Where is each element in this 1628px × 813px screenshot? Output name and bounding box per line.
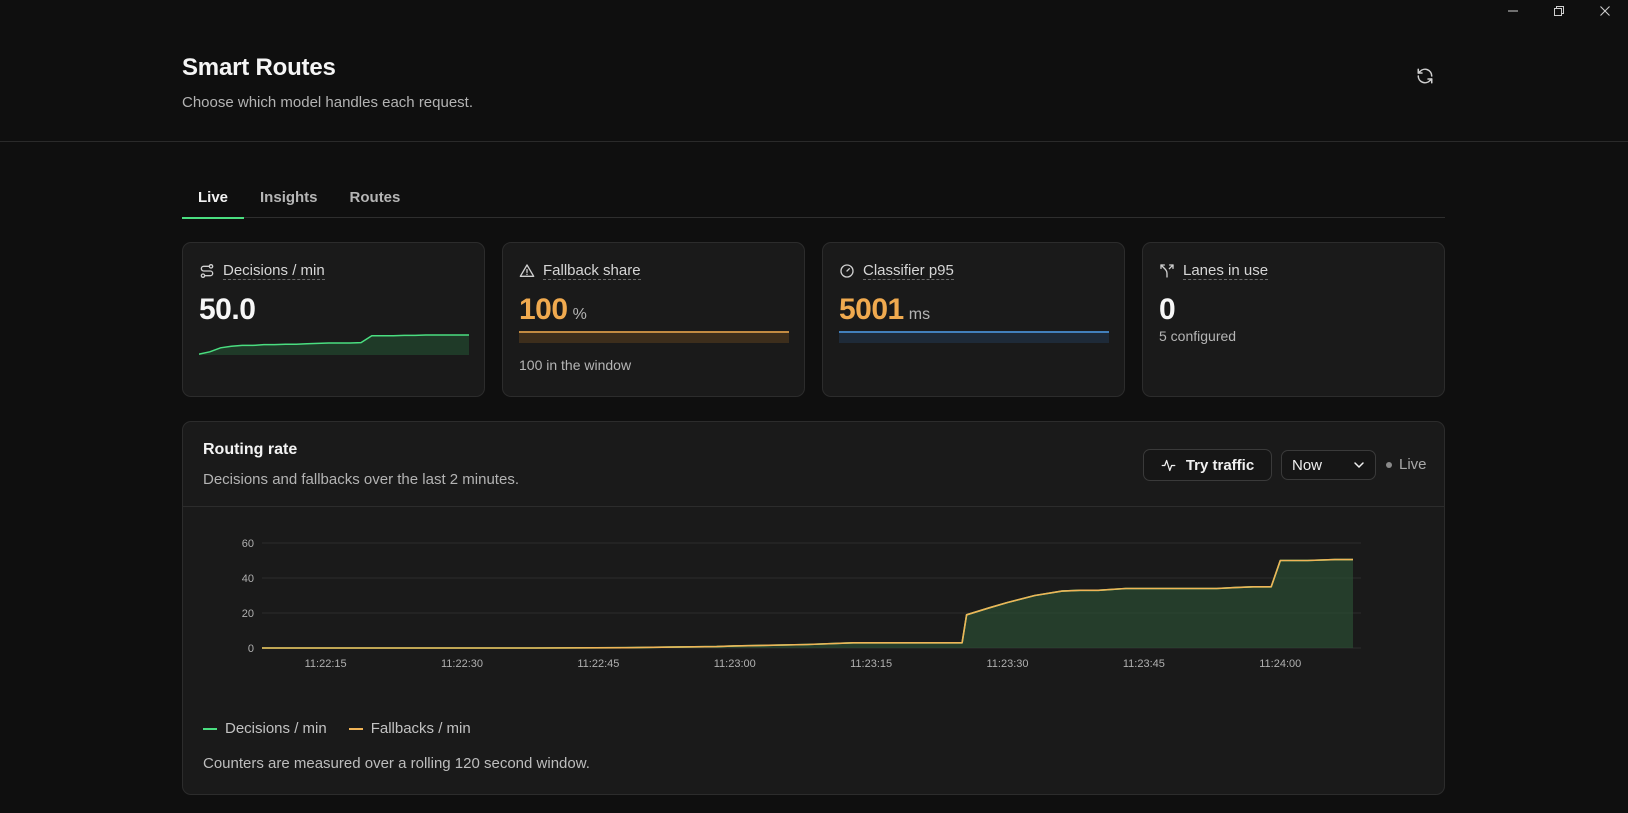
legend-decisions: Decisions / min	[203, 720, 327, 737]
fallback-label[interactable]: Fallback share	[543, 262, 641, 280]
fallback-unit: %	[572, 306, 587, 323]
y-tick-label: 20	[242, 608, 254, 620]
routing-rate-panel: Routing rate Decisions and fallbacks ove…	[182, 421, 1445, 795]
chart-footnote: Counters are measured over a rolling 120…	[203, 755, 590, 772]
page-header: Smart Routes Choose which model handles …	[0, 0, 1628, 142]
x-tick-label: 11:23:30	[987, 658, 1029, 670]
routing-rate-chart: 0 20 40 60 11:22:15 11:22:30 11:22:45 11:23:00 1…	[242, 538, 1361, 670]
x-tick-label: 11:22:15	[305, 658, 347, 670]
try-traffic-label: Try traffic	[1185, 456, 1255, 474]
tab-insights[interactable]: Insights	[260, 188, 318, 206]
chart-subtitle: Decisions and fallbacks over the last 2 …	[203, 471, 519, 488]
close-icon[interactable]	[1582, 0, 1628, 22]
chevron-down-icon	[1354, 462, 1364, 469]
fallback-spark-fill	[519, 331, 789, 343]
warning-icon	[519, 264, 535, 277]
classifier-spark-fill	[839, 331, 1109, 343]
x-tick-label: 11:23:45	[1123, 658, 1165, 670]
fallback-card: Fallback share 100 % 100 in the window	[502, 242, 805, 397]
legend-fallbacks: Fallbacks / min	[348, 720, 471, 737]
chart-title: Routing rate	[203, 441, 298, 458]
lanes-value: 0	[1159, 293, 1176, 326]
tab-live[interactable]: Live	[182, 176, 245, 219]
y-tick-label: 60	[242, 538, 254, 550]
classifier-label[interactable]: Classifier p95	[863, 262, 954, 280]
try-traffic-button[interactable]: Try traffic	[1143, 449, 1272, 481]
y-tick-label: 40	[242, 573, 254, 585]
decisions-sparkline	[199, 334, 469, 355]
classifier-sparkline	[839, 331, 1109, 343]
page-subtitle: Choose which model handles each request.	[182, 94, 474, 111]
lanes-card: Lanes in use 0 5 configured	[1142, 242, 1445, 397]
window-controls	[1490, 0, 1628, 22]
fallback-sparkline	[519, 331, 789, 343]
y-tick-label: 0	[248, 643, 254, 655]
x-tick-label: 11:22:45	[577, 658, 619, 670]
legend-fallbacks-swatch	[348, 727, 363, 730]
live-dot	[1386, 461, 1392, 468]
x-tick-label: 11:22:30	[441, 658, 483, 670]
page-title: Smart Routes	[182, 54, 336, 81]
route-icon	[200, 264, 214, 278]
classifier-value: 5001	[839, 293, 904, 326]
chart-legend: Decisions / min Fallbacks / min	[203, 720, 471, 737]
lanes-note: 5 configured	[1159, 328, 1237, 344]
decisions-value: 50.0	[199, 293, 256, 326]
fallback-value: 100	[519, 293, 568, 326]
stat-cards: Decisions / min 50.0 Fallback share 100 …	[182, 242, 1445, 397]
legend-decisions-swatch	[203, 727, 217, 730]
decisions-spark-line	[199, 334, 469, 355]
decisions-spark-fill	[199, 335, 469, 355]
restore-icon[interactable]	[1536, 0, 1582, 22]
x-tick-label: 11:23:15	[850, 658, 892, 670]
tab-routes[interactable]: Routes	[349, 188, 401, 206]
range-select-value: Now	[1292, 456, 1323, 474]
refresh-button[interactable]	[1413, 64, 1437, 88]
legend-decisions-label: Decisions / min	[225, 720, 327, 737]
minimize-icon[interactable]	[1490, 0, 1536, 22]
decisions-label[interactable]: Decisions / min	[223, 262, 325, 280]
fallbacks-line	[262, 558, 1353, 649]
gauge-icon	[840, 264, 854, 278]
x-tick-label: 11:24:00	[1259, 658, 1301, 670]
legend-fallbacks-label: Fallbacks / min	[370, 720, 471, 737]
decisions-card: Decisions / min 50.0	[182, 242, 485, 397]
live-label: Live	[1399, 456, 1427, 473]
lanes-label[interactable]: Lanes in use	[1183, 262, 1269, 280]
activity-icon	[1161, 459, 1176, 471]
live-indicator: Live	[1386, 456, 1427, 473]
x-tick-label: 11:23:00	[714, 658, 756, 670]
decisions-area	[262, 559, 1353, 648]
refresh-icon	[1417, 68, 1433, 84]
split-icon	[1160, 264, 1174, 278]
classifier-card: Classifier p95 5001 ms	[822, 242, 1125, 397]
fallback-note: 100 in the window	[519, 357, 632, 373]
classifier-unit: ms	[908, 306, 931, 323]
range-select[interactable]: Now	[1281, 450, 1376, 480]
tab-bar: Live Insights Routes	[182, 176, 1445, 219]
